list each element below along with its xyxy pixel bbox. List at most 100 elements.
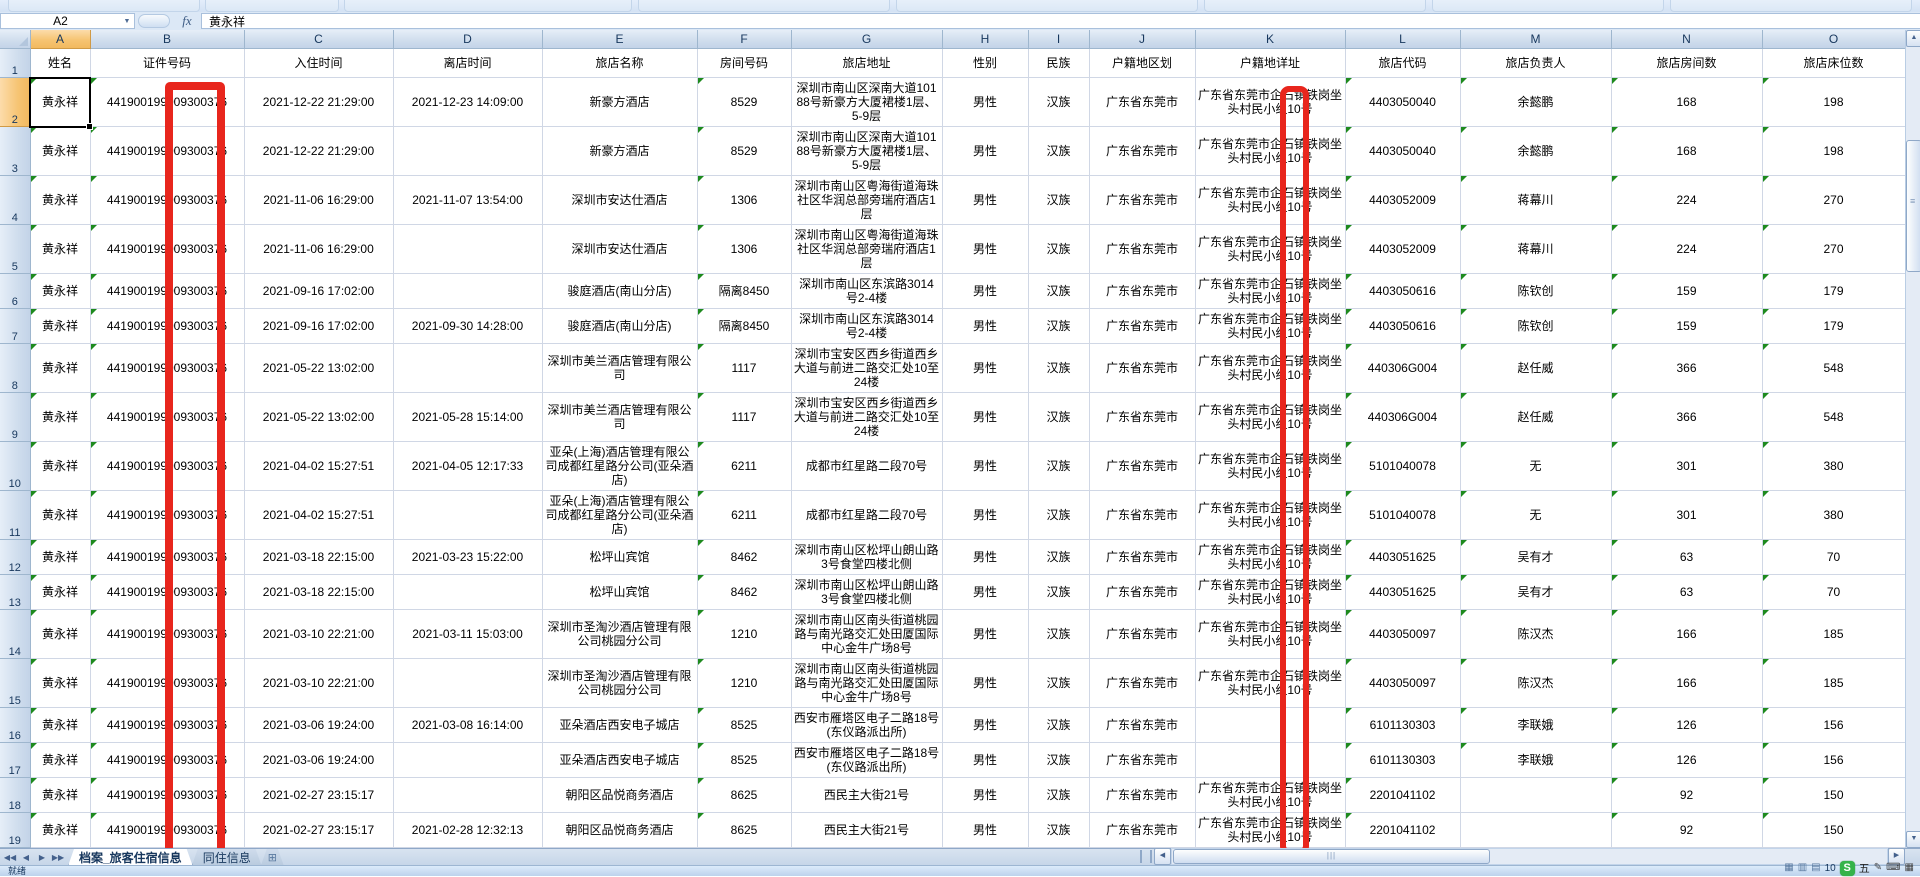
- row-header-19[interactable]: 19: [0, 812, 31, 848]
- cell-F14[interactable]: 1210: [697, 609, 792, 659]
- cell-I17[interactable]: 汉族: [1028, 742, 1090, 778]
- cell-L10[interactable]: 5101040078: [1345, 441, 1461, 491]
- cell-C16[interactable]: 2021-03-06 19:24:00: [244, 707, 394, 743]
- cell-K9[interactable]: 广东省东莞市企石镇铁岗坐头村民小组10号: [1195, 392, 1346, 442]
- normal-view-icon[interactable]: ▦: [1784, 862, 1794, 873]
- cell-H20[interactable]: 男性: [942, 847, 1029, 848]
- cell-M16[interactable]: 李联娥: [1460, 707, 1612, 743]
- cell-F7[interactable]: 隔离8450: [697, 308, 792, 344]
- cell-J19[interactable]: 广东省东莞市: [1089, 812, 1196, 848]
- cell-C12[interactable]: 2021-03-18 22:15:00: [244, 539, 394, 575]
- cell-H17[interactable]: 男性: [942, 742, 1029, 778]
- cell-D10[interactable]: 2021-04-05 12:17:33: [393, 441, 543, 491]
- cell-E4[interactable]: 深圳市安达仕酒店: [542, 175, 698, 225]
- cell-J15[interactable]: 广东省东莞市: [1089, 658, 1196, 708]
- cell-N20[interactable]: 101: [1611, 847, 1763, 848]
- cell-J9[interactable]: 广东省东莞市: [1089, 392, 1196, 442]
- row-header-2[interactable]: 2: [0, 77, 31, 127]
- cell-D11[interactable]: [393, 490, 543, 540]
- cell-L18[interactable]: 2201041102: [1345, 777, 1461, 813]
- scroll-up-button[interactable]: ▲: [1906, 30, 1920, 47]
- cell-C11[interactable]: 2021-04-02 15:27:51: [244, 490, 394, 540]
- column-header-B[interactable]: B: [90, 30, 245, 49]
- row-header-12[interactable]: 12: [0, 539, 31, 575]
- cell-G7[interactable]: 深圳市南山区东滨路3014号2-4楼: [791, 308, 943, 344]
- cell-I13[interactable]: 汉族: [1028, 574, 1090, 610]
- cell-G14[interactable]: 深圳市南山区南头街道桃园路与南光路交汇处田厦国际中心金牛广场8号: [791, 609, 943, 659]
- cell-I18[interactable]: 汉族: [1028, 777, 1090, 813]
- cell-D17[interactable]: [393, 742, 543, 778]
- cell-E7[interactable]: 骏庭酒店(南山分店): [542, 308, 698, 344]
- cell-N4[interactable]: 224: [1611, 175, 1763, 225]
- cell-L14[interactable]: 4403050097: [1345, 609, 1461, 659]
- cell-D20[interactable]: [393, 847, 543, 848]
- cell-M12[interactable]: 吴有才: [1460, 539, 1612, 575]
- cell-B19[interactable]: 441900199009300376: [90, 812, 245, 848]
- cell-J7[interactable]: 广东省东莞市: [1089, 308, 1196, 344]
- cell-F8[interactable]: 1117: [697, 343, 792, 393]
- cell-E14[interactable]: 深圳市圣淘沙酒店管理有限公司桃园分公司: [542, 609, 698, 659]
- cell-K5[interactable]: 广东省东莞市企石镇铁岗坐头村民小组10号: [1195, 224, 1346, 274]
- horizontal-scroll-thumb[interactable]: |||: [1173, 849, 1490, 864]
- cell-G4[interactable]: 深圳市南山区粤海街道海珠社区华润总部旁瑞府酒店1层: [791, 175, 943, 225]
- row-header-15[interactable]: 15: [0, 658, 31, 708]
- cell-O17[interactable]: 156: [1762, 742, 1905, 778]
- cell-J3[interactable]: 广东省东莞市: [1089, 126, 1196, 176]
- cell-E15[interactable]: 深圳市圣淘沙酒店管理有限公司桃园分公司: [542, 658, 698, 708]
- cell-H7[interactable]: 男性: [942, 308, 1029, 344]
- cell-L2[interactable]: 4403050040: [1345, 77, 1461, 127]
- cell-H12[interactable]: 男性: [942, 539, 1029, 575]
- cell-A19[interactable]: 黄永祥: [30, 812, 91, 848]
- cell-L13[interactable]: 4403051625: [1345, 574, 1461, 610]
- cell-O19[interactable]: 150: [1762, 812, 1905, 848]
- cell-J11[interactable]: 广东省东莞市: [1089, 490, 1196, 540]
- cell-I7[interactable]: 汉族: [1028, 308, 1090, 344]
- cell-B3[interactable]: 441900199009300376: [90, 126, 245, 176]
- cell-H19[interactable]: 男性: [942, 812, 1029, 848]
- cell-G3[interactable]: 深圳市南山区深南大道10188号新豪方大厦裙楼1层、5-9层: [791, 126, 943, 176]
- row-header-8[interactable]: 8: [0, 343, 31, 393]
- cell-K19[interactable]: 广东省东莞市企石镇铁岗坐头村民小组10号: [1195, 812, 1346, 848]
- field-header-H[interactable]: 性别: [942, 48, 1029, 78]
- column-header-K[interactable]: K: [1195, 30, 1346, 49]
- cell-J20[interactable]: 广东省东莞市: [1089, 847, 1196, 848]
- cell-O15[interactable]: 185: [1762, 658, 1905, 708]
- scroll-right-button[interactable]: ▶: [1888, 848, 1905, 865]
- formula-input[interactable]: 黄永祥: [201, 13, 1920, 29]
- row-header-9[interactable]: 9: [0, 392, 31, 442]
- cell-B15[interactable]: 441900199009300376: [90, 658, 245, 708]
- cell-B4[interactable]: 441900199009300376: [90, 175, 245, 225]
- field-header-E[interactable]: 旅店名称: [542, 48, 698, 78]
- prev-sheet-button[interactable]: ◀: [22, 853, 30, 862]
- cell-L4[interactable]: 4403052009: [1345, 175, 1461, 225]
- cell-J6[interactable]: 广东省东莞市: [1089, 273, 1196, 309]
- cell-O11[interactable]: 380: [1762, 490, 1905, 540]
- cell-F3[interactable]: 8529: [697, 126, 792, 176]
- row-header-11[interactable]: 11: [0, 490, 31, 540]
- cell-H11[interactable]: 男性: [942, 490, 1029, 540]
- cell-B11[interactable]: 441900199009300376: [90, 490, 245, 540]
- field-header-C[interactable]: 入住时间: [244, 48, 394, 78]
- cell-A20[interactable]: 黄永祥: [30, 847, 91, 848]
- cell-O4[interactable]: 270: [1762, 175, 1905, 225]
- cell-O5[interactable]: 270: [1762, 224, 1905, 274]
- cell-M13[interactable]: 吴有才: [1460, 574, 1612, 610]
- cell-M4[interactable]: 蒋幕川: [1460, 175, 1612, 225]
- field-header-I[interactable]: 民族: [1028, 48, 1090, 78]
- cell-J17[interactable]: 广东省东莞市: [1089, 742, 1196, 778]
- cell-C17[interactable]: 2021-03-06 19:24:00: [244, 742, 394, 778]
- ime-logo-icon[interactable]: S: [1839, 860, 1855, 876]
- cell-N11[interactable]: 301: [1611, 490, 1763, 540]
- cell-M6[interactable]: 陈钦创: [1460, 273, 1612, 309]
- cell-O12[interactable]: 70: [1762, 539, 1905, 575]
- cell-E13[interactable]: 松坪山宾馆: [542, 574, 698, 610]
- cell-H8[interactable]: 男性: [942, 343, 1029, 393]
- column-header-E[interactable]: E: [542, 30, 698, 49]
- cell-O18[interactable]: 150: [1762, 777, 1905, 813]
- cell-A7[interactable]: 黄永祥: [30, 308, 91, 344]
- cell-K12[interactable]: 广东省东莞市企石镇铁岗坐头村民小组10号: [1195, 539, 1346, 575]
- cell-J16[interactable]: 广东省东莞市: [1089, 707, 1196, 743]
- field-header-F[interactable]: 房间号码: [697, 48, 792, 78]
- cell-I9[interactable]: 汉族: [1028, 392, 1090, 442]
- cell-J5[interactable]: 广东省东莞市: [1089, 224, 1196, 274]
